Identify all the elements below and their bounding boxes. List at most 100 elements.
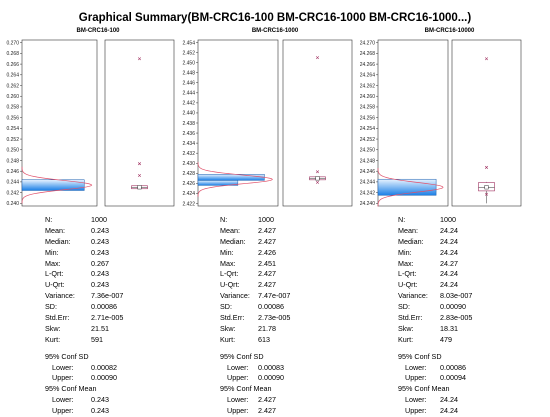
stat-label: Std.Err: (45, 313, 70, 323)
stat-label: Std.Err: (220, 313, 245, 323)
y-tick-label: 0.270 (6, 40, 19, 46)
stat-label: Upper: (227, 373, 249, 383)
stat-label: Min: (398, 247, 412, 257)
stat-label: Mean: (220, 225, 240, 235)
box-mean-marker (315, 176, 320, 181)
box-mean-marker (137, 185, 142, 190)
stat-label: Lower: (52, 395, 74, 405)
y-tick-label: 0.248 (6, 158, 19, 164)
stat-label: U-Qrt: (45, 280, 65, 290)
stat-value: 0.00090 (440, 302, 466, 312)
y-tick-label: 24.240 (360, 201, 376, 207)
y-tick-label: 0.240 (6, 201, 19, 207)
boxplot-frame (282, 39, 353, 207)
stat-label: Upper: (227, 406, 249, 416)
stat-label: L-Qrt: (220, 269, 239, 279)
histogram-frame (21, 39, 98, 207)
stat-label: Std.Err: (398, 313, 423, 323)
y-tick-label: 0.268 (6, 51, 19, 57)
y-tick-label: 0.260 (6, 94, 19, 100)
stat-value: 2.71e-005 (91, 313, 124, 323)
stat-label: N: (45, 215, 53, 224)
page-title: Graphical Summary(BM-CRC16-100 BM-CRC16-… (78, 12, 472, 24)
stat-label: Mean: (45, 225, 65, 235)
y-tick-label: 24.262 (360, 83, 376, 89)
stat-label: SD: (220, 302, 232, 312)
stat-label: Lower: (52, 362, 74, 372)
y-tick-label: 2.440 (182, 111, 195, 117)
stat-label: Max: (220, 258, 236, 268)
stat-label: Upper: (405, 406, 427, 416)
stat-label: Median: (220, 236, 246, 246)
stat-label: 95% Conf SD (45, 351, 89, 361)
stat-value: 0.243 (91, 247, 109, 257)
panel-title: BM-CRC16-10000 (424, 28, 475, 34)
y-tick-label: 24.242 (360, 190, 376, 196)
y-tick-label: 0.254 (6, 126, 19, 132)
stat-label: Upper: (405, 373, 427, 383)
stat-value: 18.31 (440, 323, 458, 333)
stat-value: 24.24 (440, 395, 458, 405)
stat-value: 2.427 (258, 395, 276, 405)
y-tick-label: 24.256 (360, 115, 376, 121)
stat-label: L-Qrt: (45, 269, 64, 279)
stat-label: Mean: (398, 225, 418, 235)
stat-value: 2.83e-005 (440, 313, 473, 323)
stat-label: Variance: (398, 291, 428, 301)
stat-value: 24.24 (440, 280, 458, 290)
y-tick-label: 2.428 (182, 171, 195, 177)
stat-value: 0.00090 (258, 373, 284, 383)
y-tick-label: 0.264 (6, 73, 19, 79)
y-tick-label: 0.242 (6, 190, 19, 196)
stat-label: Kurt: (220, 334, 236, 344)
stat-value: 21.78 (258, 323, 276, 333)
stat-label: Median: (45, 236, 71, 246)
stat-label: Skw: (45, 323, 61, 333)
stat-label: Lower: (405, 362, 427, 372)
stat-value: 1000 (258, 215, 274, 224)
stat-value: 2.451 (258, 258, 276, 268)
y-tick-label: 2.436 (182, 131, 195, 137)
stat-value: 24.24 (440, 269, 458, 279)
y-tick-label: 0.256 (6, 115, 19, 121)
y-tick-label: 24.244 (360, 180, 376, 186)
stat-value: 24.24 (440, 406, 458, 416)
stat-value: 479 (440, 334, 452, 344)
stat-label: U-Qrt: (220, 280, 240, 290)
stat-value: 2.426 (258, 247, 276, 257)
y-tick-label: 0.244 (6, 180, 19, 186)
y-tick-label: 24.250 (360, 148, 376, 154)
y-tick-label: 2.448 (182, 70, 195, 76)
y-tick-label: 0.252 (6, 137, 19, 143)
stat-label: 95% Conf SD (220, 351, 264, 361)
stat-value: 0.00094 (440, 373, 466, 383)
stat-value: 2.427 (258, 406, 276, 416)
y-tick-label: 2.426 (182, 181, 195, 187)
y-tick-label: 2.454 (182, 40, 195, 46)
stat-value: 0.00086 (440, 362, 466, 372)
stat-value: 0.00090 (91, 373, 117, 383)
boxplot-frame (451, 39, 522, 207)
stat-label: 95% Conf Mean (398, 384, 450, 394)
y-tick-label: 0.250 (6, 148, 19, 154)
y-tick-label: 24.252 (360, 137, 376, 143)
y-tick-label: 0.262 (6, 83, 19, 89)
y-tick-label: 24.246 (360, 169, 376, 175)
stat-label: L-Qrt: (398, 269, 417, 279)
stat-value: 21.51 (91, 323, 109, 333)
outlier-point (315, 180, 320, 184)
stat-label: SD: (398, 302, 410, 312)
outlier-point (137, 162, 142, 166)
outlier-point (315, 56, 320, 60)
outlier-point (315, 170, 320, 174)
y-tick-label: 0.246 (6, 169, 19, 175)
y-tick-label: 24.248 (360, 158, 376, 164)
stat-label: Lower: (405, 395, 427, 405)
stat-value: 0.00086 (91, 302, 117, 312)
stat-label: Kurt: (45, 334, 61, 344)
stat-value: 7.47e-007 (258, 291, 291, 301)
stat-label: Min: (220, 247, 234, 257)
outlier-point (137, 57, 142, 61)
stat-value: 0.243 (91, 225, 109, 235)
y-tick-label: 24.258 (360, 105, 376, 111)
